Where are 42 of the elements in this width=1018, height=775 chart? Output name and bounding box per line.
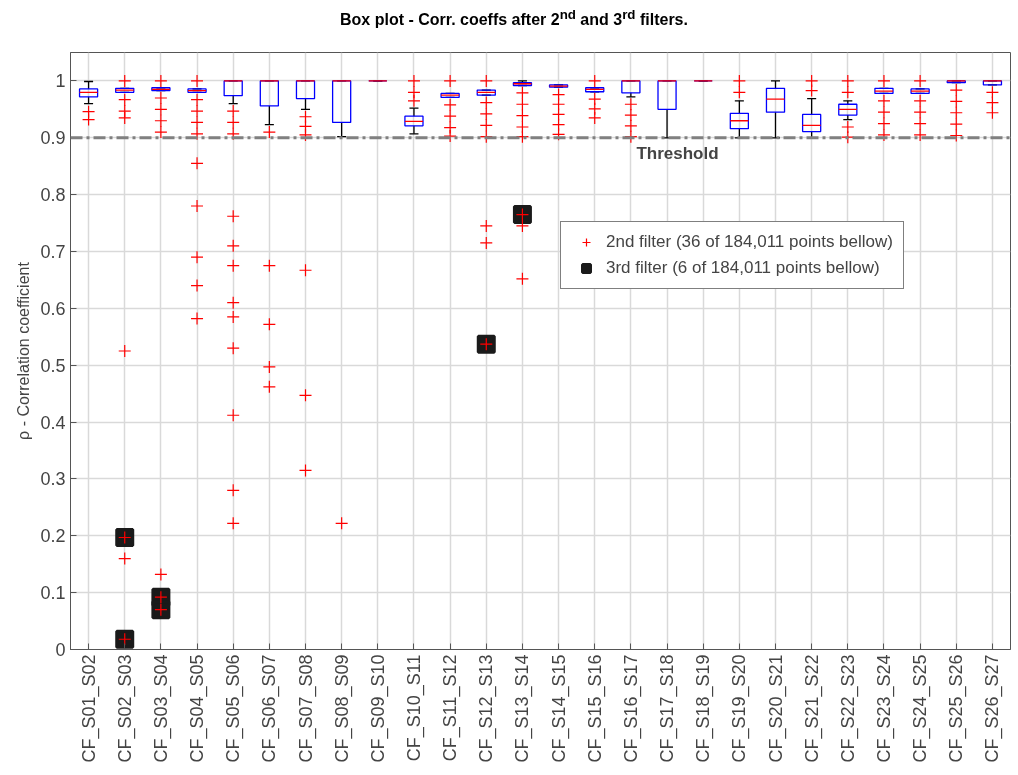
x-tick-label: CF_S20_S21 [765,654,787,763]
y-tick-label: 0.8 [40,185,66,206]
x-tick-label: CF_S09_S10 [367,654,389,763]
legend-label: 2nd filter (36 of 184,011 points bellow) [606,232,893,252]
x-tick-label: CF_S17_S18 [657,654,679,763]
y-axis-title: ρ - Correlation coefficient [15,261,33,440]
x-tick-label: CF_S05_S06 [223,654,245,763]
x-tick-label: CF_S04_S05 [187,654,209,763]
y-tick-label: 0 [55,640,66,660]
y-tick-label: 0.2 [40,526,66,547]
x-tick-label: CF_S07_S08 [295,654,317,763]
x-tick-label: CF_S10_S11 [403,654,425,762]
x-tick-label: CF_S11_S12 [440,654,462,762]
x-tick-label: CF_S01_S02 [78,654,100,763]
x-tick-label: CF_S21_S22 [801,654,823,763]
y-tick-label: 1 [55,71,66,92]
y-tick-label: 0.1 [40,583,66,604]
x-tick-label: CF_S06_S07 [259,654,281,763]
y-tick-label: 0.5 [40,355,66,376]
x-tick-label: CF_S25_S26 [946,654,968,763]
y-tick-label: 0.6 [40,298,66,319]
x-tick-label: CF_S02_S03 [114,654,136,763]
y-tick-label: 0.9 [40,128,66,149]
x-tick-label: CF_S16_S17 [620,654,642,763]
y-tick-label: 0.4 [40,412,66,433]
ref-line-label: Threshold [636,143,719,163]
x-tick-label: CF_S03_S04 [150,654,172,763]
x-tick-label: CF_S23_S24 [873,654,895,763]
x-tick-label: CF_S13_S14 [512,654,534,763]
x-tick-label: CF_S12_S13 [476,654,498,763]
x-tick-label: CF_S19_S20 [729,654,751,763]
x-tick-label: CF_S15_S16 [584,654,606,763]
chart-title: Box plot - Corr. coeffs after 2$^{nd}$ and 3$^{rd}$ filters. [340,6,688,31]
y-tick-label: 0.7 [40,242,66,262]
x-tick-label: CF_S22_S23 [837,654,859,763]
x-tick-label: CF_S14_S15 [548,654,570,763]
x-tick-label: CF_S18_S19 [693,654,715,763]
legend-label: 3rd filter (6 of 184,011 points bellow) [606,258,880,278]
y-tick-label: 0.3 [40,469,66,490]
x-tick-label: CF_S26_S27 [982,654,1004,763]
x-tick-label: CF_S24_S25 [910,654,932,763]
x-tick-label: CF_S08_S09 [331,654,353,763]
